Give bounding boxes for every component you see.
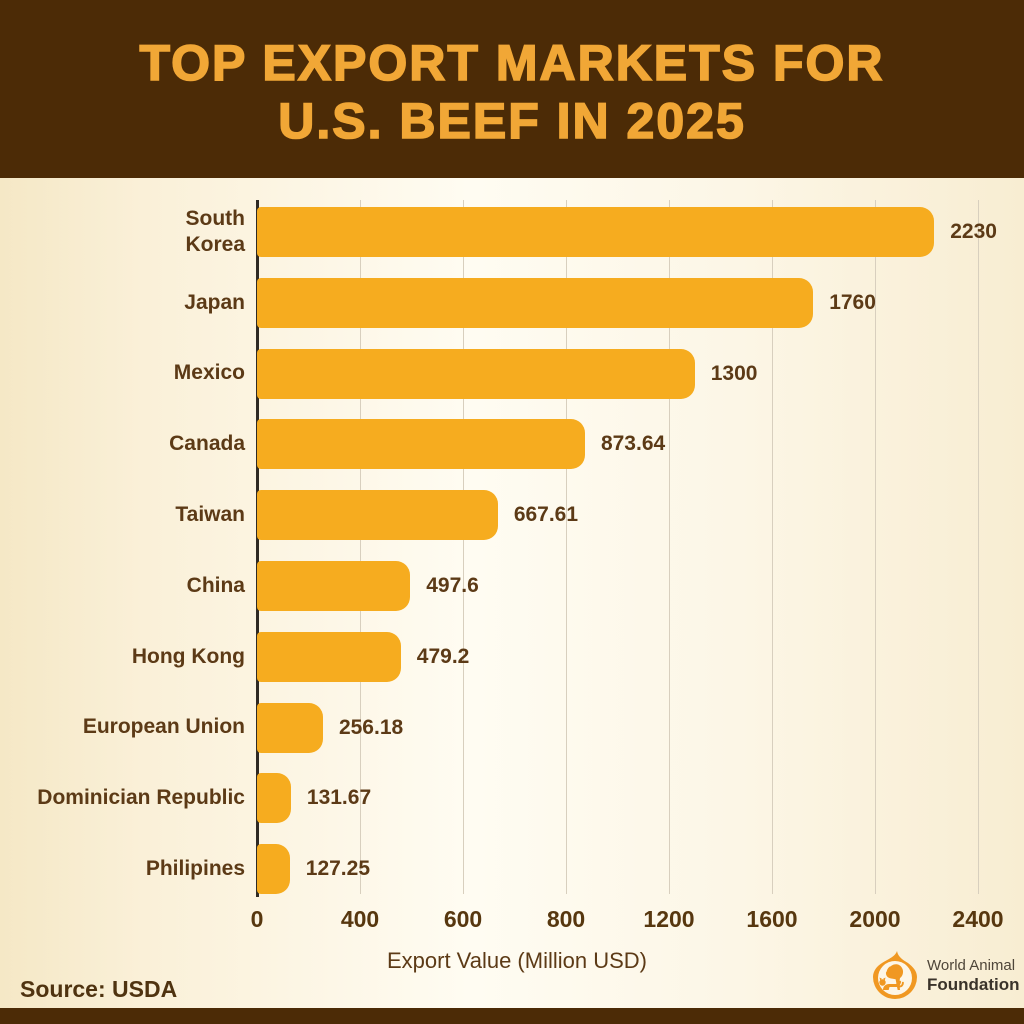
bar — [257, 277, 814, 328]
bar-value-label: 127.25 — [305, 857, 370, 881]
x-axis-tick-label: 1200 — [643, 906, 695, 932]
grid-line — [978, 200, 979, 894]
source-text: Source: USDA — [20, 976, 178, 1002]
bar — [257, 490, 498, 541]
bar — [257, 419, 585, 470]
category-label: China — [186, 573, 245, 597]
category-label: Japan — [184, 290, 245, 314]
header: TOP EXPORT MARKETS FOR U.S. BEEF IN 2025 — [0, 0, 1024, 178]
world-animal-foundation-logo: World Animal Foundation — [870, 950, 1020, 1000]
category-label: South Korea — [185, 206, 245, 256]
grid-line — [669, 200, 670, 894]
bar-value-label: 2230 — [950, 220, 997, 243]
y-axis-line — [256, 200, 259, 897]
x-axis-tick-label: 1600 — [746, 906, 798, 932]
bar — [257, 207, 935, 257]
x-axis-tick-label: 400 — [340, 906, 380, 932]
page-title-line-2: U.S. BEEF IN 2025 — [277, 92, 746, 150]
bar — [257, 561, 411, 611]
logo-text-line-1: World Animal — [927, 956, 1016, 974]
bar-value-label: 256.18 — [338, 715, 404, 739]
bar-value-label: 497.6 — [426, 574, 479, 597]
bar — [257, 702, 323, 753]
x-axis-tick-label: 0 — [250, 906, 264, 932]
grid-line — [875, 200, 876, 894]
category-label: Hong Kong — [131, 644, 245, 668]
bar — [257, 844, 290, 895]
grid-line — [360, 200, 361, 894]
bar-value-label: 667.61 — [513, 503, 579, 527]
x-axis-tick-label: 2000 — [849, 906, 901, 932]
x-axis-tick-label: 2400 — [952, 906, 1004, 932]
grid-line — [463, 200, 464, 894]
page-title-line-1: TOP EXPORT MARKETS FOR — [139, 34, 885, 92]
category-label: Canada — [169, 432, 245, 456]
category-label: Taiwan — [175, 503, 245, 527]
bar — [257, 773, 291, 824]
bar — [257, 348, 695, 399]
category-label: Philipines — [145, 857, 245, 881]
x-axis-label: Export Value (Million USD) — [386, 948, 647, 973]
bar-value-label: 479.2 — [416, 644, 470, 668]
x-axis-tick-label: 600 — [443, 906, 483, 932]
bar-value-label: 873.64 — [600, 432, 666, 456]
category-label: European Union — [82, 715, 245, 739]
bar-value-label: 131.67 — [306, 786, 372, 810]
grid-line — [772, 200, 773, 894]
world-animal-foundation-logo-icon — [870, 950, 920, 1000]
bar — [257, 631, 401, 682]
bar-value-label: 1300 — [710, 361, 758, 385]
grid-line — [566, 200, 567, 894]
bar-value-label: 1760 — [829, 290, 876, 314]
footer-strip — [0, 1008, 1024, 1024]
logo-text-line-2: Foundation — [927, 974, 1020, 994]
category-label: Mexico — [173, 361, 245, 385]
category-label: Dominician Republic — [37, 786, 245, 810]
x-axis-tick-label: 800 — [546, 906, 586, 932]
